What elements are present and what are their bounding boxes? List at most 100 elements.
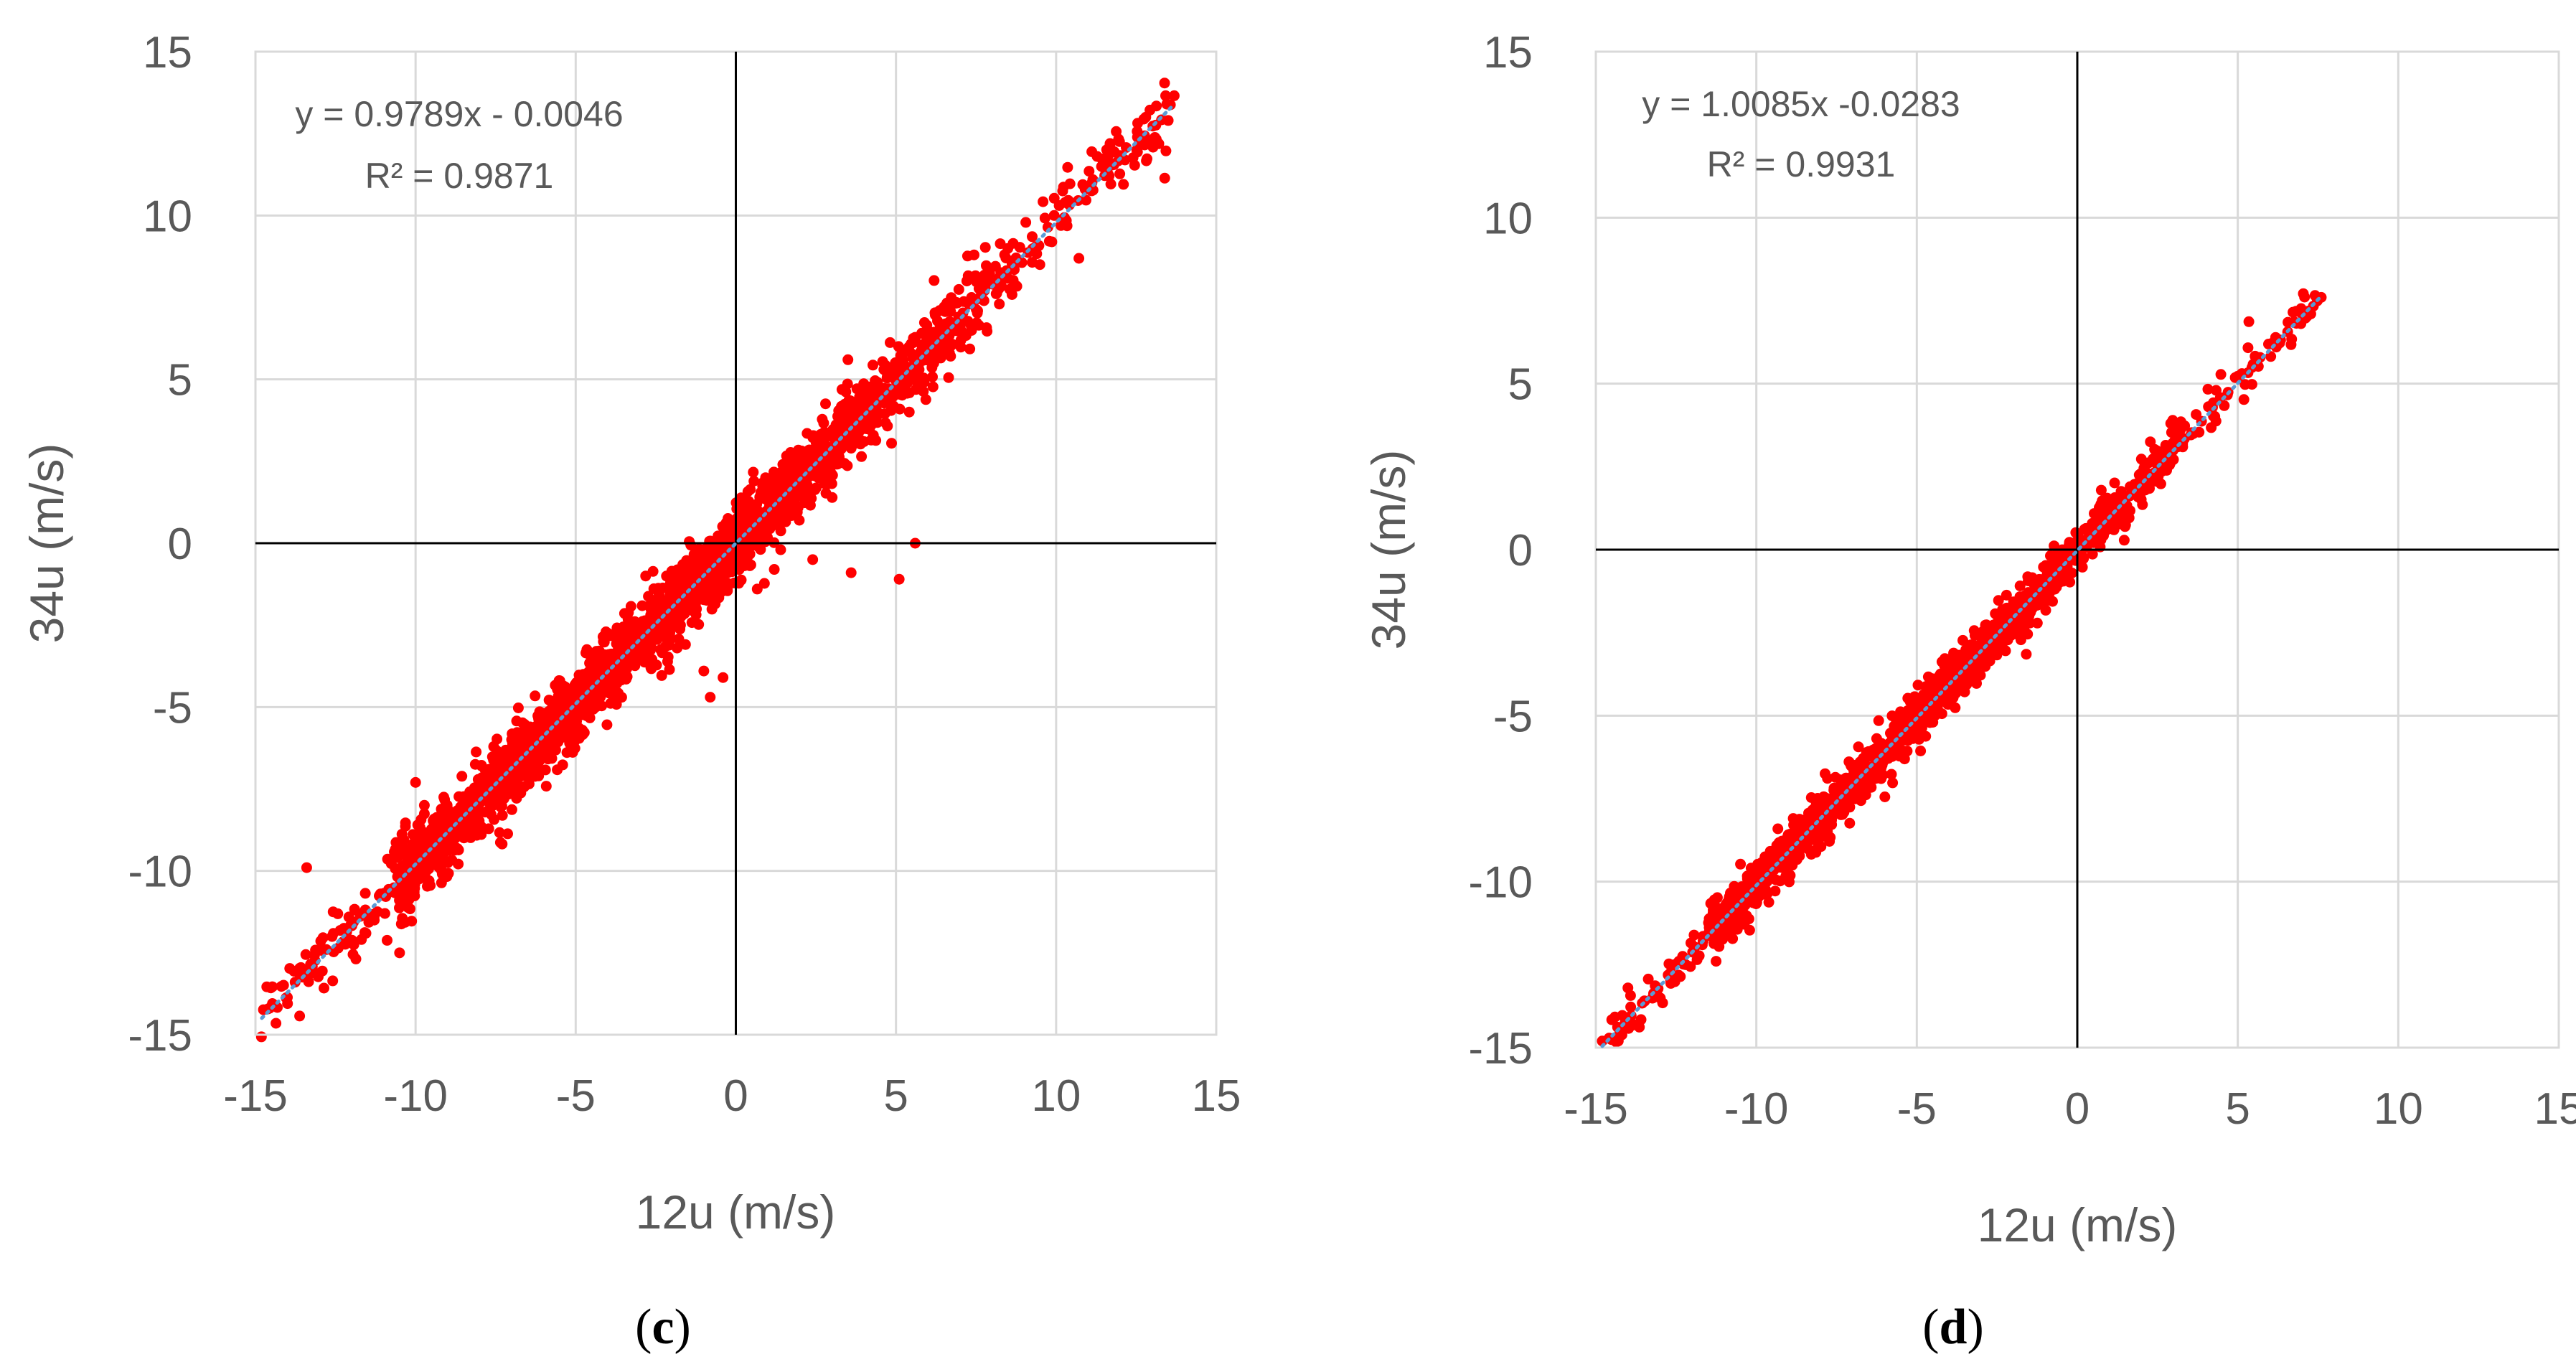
scatter-point [636, 600, 648, 611]
scatter-point [2202, 383, 2214, 395]
scatter-point [2001, 589, 2012, 601]
scatter-point [1820, 768, 1830, 779]
panel-label: (c) [635, 1300, 691, 1355]
scatter-point [1057, 185, 1068, 197]
scatter-point [1642, 973, 1654, 985]
scatter-point [812, 437, 824, 448]
scatter-point [1104, 139, 1116, 151]
scatter-point [1105, 179, 1117, 189]
scatter-point [2149, 443, 2161, 455]
scatter-point [981, 260, 992, 271]
scatter-point [1914, 703, 1924, 714]
scatter-point [2288, 306, 2299, 318]
scatter-point [789, 467, 800, 479]
scatter-point [1147, 141, 1159, 153]
x-tick-label: -15 [1564, 1084, 1628, 1134]
scatter-point [845, 406, 856, 418]
scatter-point [1968, 625, 1980, 636]
scatter-point [2135, 468, 2146, 479]
scatter-point [1119, 154, 1131, 166]
scatter-point [713, 530, 724, 542]
scatter-point [1887, 777, 1899, 789]
scatter-point [1886, 769, 1897, 780]
scatter-point [2117, 494, 2129, 505]
scatter-point [1736, 881, 1747, 893]
scatter-point [1907, 733, 1919, 744]
scatter-point [885, 405, 897, 416]
scatter-point [1127, 152, 1139, 164]
scatter-point [793, 444, 804, 456]
scatter-point [412, 840, 423, 851]
scatter-point [747, 506, 758, 517]
trendline-equation: y = 1.0085x -0.0283 [1642, 84, 1960, 124]
scatter-point [927, 381, 939, 393]
scatter-point [1111, 126, 1122, 137]
scatter-point [1853, 741, 1864, 753]
scatter-point [397, 913, 408, 924]
scatter-point [1840, 802, 1851, 813]
scatter-point-outlier-6 [718, 672, 729, 683]
scatter-point [550, 710, 561, 722]
scatter-point [908, 337, 919, 348]
scatter-point [2023, 611, 2035, 622]
scatter-point [680, 639, 691, 650]
scatter-point [1081, 194, 1091, 206]
scatter-point [471, 746, 482, 758]
scatter-point [343, 911, 354, 923]
scatter-point [775, 525, 786, 537]
scatter-point [962, 270, 974, 281]
scatter-point [894, 403, 906, 415]
scatter-point [552, 684, 563, 695]
chart-panel-d: -15 -10 -5 0 5 10 15 -15 -10 -5 0 5 10 15 y = 1.0085x… [1362, 28, 2576, 1355]
scatter-point [1708, 933, 1720, 944]
scatter-point [2031, 617, 2043, 629]
scatter-point [656, 669, 667, 681]
scatter-point [1784, 829, 1795, 840]
scatter-point [1002, 273, 1014, 284]
panel-label: (d) [1922, 1300, 1984, 1355]
scatter-point [2051, 555, 2062, 565]
scatter-point [2203, 401, 2214, 413]
scatter-point [953, 283, 964, 295]
scatter-point [479, 779, 490, 790]
scatter-point [693, 619, 705, 630]
scatter-point [820, 398, 831, 410]
scatter-point [542, 741, 554, 753]
scatter-point [979, 242, 991, 253]
scatter-point [421, 830, 433, 841]
scatter-point [476, 761, 487, 771]
scatter-point [294, 1010, 306, 1022]
scatter-point [1669, 976, 1680, 987]
scatter-point [946, 326, 957, 337]
scatter-point [271, 1018, 282, 1029]
panel-label-close: ) [1967, 1300, 1983, 1355]
y-tick-label: 5 [1508, 360, 1533, 410]
scatter-point [2209, 410, 2221, 422]
x-tick-label: 10 [1031, 1071, 1081, 1121]
scatter-point [2028, 578, 2039, 589]
scatter-point [1020, 217, 1032, 228]
scatter-point [944, 347, 955, 359]
y-tick-label: -5 [1493, 692, 1533, 741]
scatter-point [502, 828, 513, 840]
scatter-point [868, 360, 878, 371]
scatter-point [781, 501, 793, 512]
scatter-point [810, 482, 822, 494]
scatter-point [360, 928, 372, 939]
scatter-point [2105, 507, 2116, 518]
scatter-point [1941, 666, 1952, 677]
scatter-point [745, 484, 756, 495]
scatter-point [316, 965, 328, 977]
scatter-point [1711, 956, 1722, 967]
chart-panel-c: -15 -10 -5 0 5 10 15 -15 -10 -5 0 5 10 15 y = 0.9789x… [20, 28, 1241, 1355]
scatter-point [2247, 359, 2259, 370]
scatter-point [1685, 961, 1696, 972]
scatter-point [1936, 694, 1947, 705]
scatter-point-outlier-1 [1612, 1035, 1624, 1047]
scatter-point [2137, 499, 2148, 510]
scatter-point [1705, 898, 1716, 909]
scatter-point [1141, 155, 1152, 166]
scatter-point [1033, 240, 1045, 251]
scatter-point [347, 949, 359, 960]
scatter-point [684, 536, 695, 548]
